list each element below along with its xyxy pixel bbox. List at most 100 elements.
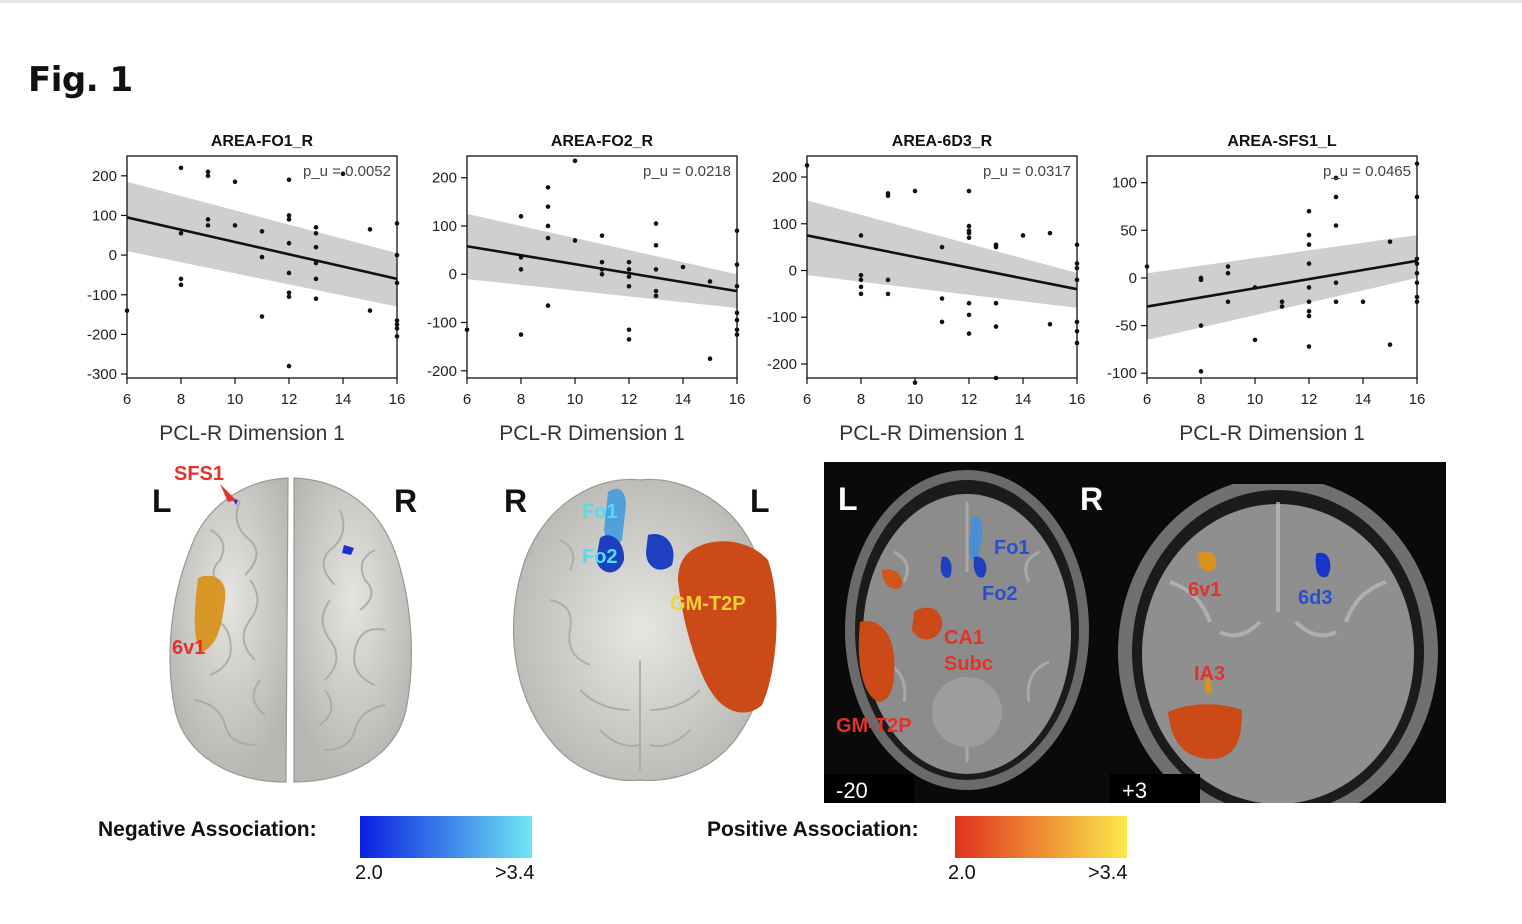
data-point [966, 230, 972, 236]
x-tick-label: 14 [1015, 391, 1032, 408]
data-point [286, 213, 292, 218]
x-tick-label: 6 [1143, 391, 1151, 408]
hemisphere-label-right: R [394, 483, 417, 519]
data-point [1333, 280, 1339, 286]
plot-title: AREA-SFS1_L [1227, 133, 1337, 150]
y-tick-label: -200 [427, 363, 457, 380]
data-point [885, 193, 891, 199]
y-tick-label: 0 [789, 263, 797, 280]
x-axis-label: PCL-R Dimension 1 [839, 422, 1025, 445]
region-label-6v1: 6v1 [172, 637, 205, 659]
data-point [1225, 264, 1231, 269]
mri-coronal-slice: 6v1 6d3 IA3 +3 [1110, 462, 1446, 803]
p-value-annotation: p_u = 0.0465 [1323, 163, 1411, 180]
negative-color-bar [360, 816, 532, 858]
region-fo1 [604, 488, 626, 545]
positive-max-label: >3.4 [1088, 862, 1128, 884]
data-point [545, 204, 551, 209]
data-point [1387, 342, 1393, 347]
data-point [1306, 285, 1312, 290]
scatter-plot-fo1: AREA-FO1_R p_u = 0.0052 200 100 0 -100 -200 -30… [70, 120, 405, 460]
mri-axial-slice: L R Fo1 Fo2 CA1 Subc GM-T2P -20 [824, 462, 1110, 803]
plot-frame [466, 155, 738, 379]
data-point [313, 225, 319, 230]
positive-association-label: Positive Association: [707, 818, 919, 841]
region-6d3-top [342, 545, 354, 555]
data-point [518, 267, 524, 272]
plot-title: AREA-FO2_R [551, 133, 654, 150]
y-tick-label: -100 [767, 309, 797, 326]
data-point [993, 324, 999, 329]
data-point [653, 221, 659, 226]
data-point [1306, 242, 1312, 247]
region-label-gm-t2p: GM-T2P [836, 715, 912, 737]
data-point [626, 327, 632, 333]
data-point [1306, 309, 1312, 314]
x-axis-label: PCL-R Dimension 1 [1179, 422, 1365, 445]
region-ca1 [912, 607, 943, 640]
region-label-fo2: Fo2 [982, 583, 1018, 605]
data-point [286, 177, 292, 183]
data-point [939, 244, 945, 250]
x-tick-label: 10 [567, 391, 584, 408]
data-point [858, 291, 864, 297]
y-tick-label: 100 [432, 218, 457, 235]
data-point [545, 185, 551, 190]
regression-line [126, 216, 398, 281]
data-point [858, 233, 864, 238]
sfs1-arrow-icon [220, 484, 236, 502]
y-tick-label: 200 [92, 168, 117, 185]
region-fo2 [596, 535, 625, 573]
data-point [518, 332, 524, 337]
data-point [1279, 304, 1285, 309]
y-tick-label: 200 [772, 169, 797, 186]
y-tick-label: 200 [432, 170, 457, 187]
data-point [259, 229, 265, 234]
data-point [966, 312, 972, 318]
y-tick-label: 0 [109, 247, 117, 264]
x-tick-label: 10 [907, 391, 924, 408]
data-point [1360, 299, 1366, 305]
data-point [885, 291, 891, 297]
region-6v1 [194, 575, 226, 652]
scatter-plot-6d3: AREA-6D3_R p_u = 0.0317 200 100 0 -100 -200 6 8 1… [750, 120, 1085, 460]
x-tick-label: 14 [1355, 391, 1372, 408]
x-tick-label: 10 [227, 391, 244, 408]
region-label-fo1: Fo1 [994, 537, 1030, 559]
positive-min-label: 2.0 [948, 862, 976, 884]
region-fo1 [968, 516, 983, 559]
x-tick-label: 6 [803, 391, 811, 408]
data-point [1020, 233, 1026, 238]
data-point [966, 300, 972, 306]
y-tick-label: -50 [1115, 318, 1137, 335]
y-tick-label: 100 [92, 207, 117, 224]
y-tick-label: 100 [1112, 175, 1137, 192]
regression-line [1146, 259, 1418, 308]
data-point [286, 270, 292, 276]
p-value-annotation: p_u = 0.0052 [303, 163, 391, 180]
x-tick-label: 6 [463, 391, 471, 408]
x-tick-label: 16 [389, 391, 406, 408]
left-hemisphere [169, 477, 289, 783]
y-tick-label: 50 [1120, 222, 1137, 239]
region-temporal-pos [1168, 704, 1242, 759]
data-point [707, 356, 713, 361]
y-tick-label: -100 [427, 315, 457, 332]
figure-title: Fig. 1 [28, 60, 133, 100]
x-tick-label: 14 [335, 391, 352, 408]
x-tick-label: 16 [1409, 391, 1426, 408]
data-point [572, 158, 578, 164]
data-point [367, 227, 373, 232]
y-tick-label: -300 [87, 366, 117, 383]
data-point [518, 214, 524, 219]
data-point [626, 267, 632, 272]
data-point [286, 240, 292, 246]
data-point [599, 271, 605, 277]
confidence-band [1147, 235, 1417, 340]
data-point [286, 217, 292, 222]
data-point [205, 173, 211, 179]
data-point [545, 303, 551, 308]
x-tick-label: 12 [621, 391, 638, 408]
x-tick-label: 16 [1069, 391, 1086, 408]
plot-frame [806, 155, 1078, 379]
